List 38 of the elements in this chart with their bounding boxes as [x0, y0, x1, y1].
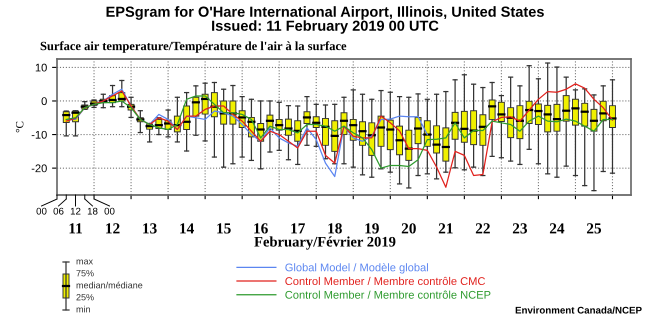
x-tick-label: 25	[586, 223, 602, 234]
chart-title: EPSgram for O'Hare International Airport, Illinois, United States	[106, 6, 544, 20]
text: 25%	[76, 294, 94, 300]
legend-label: Control Member / Membre contrôle NCEP	[285, 290, 490, 299]
text: 75%	[76, 270, 94, 276]
x-tick-label: 11	[70, 223, 82, 234]
text: min	[76, 306, 90, 312]
x-axis-title: February/Février 2019	[254, 236, 396, 250]
text: 12	[70, 208, 80, 215]
x-tick-label: 23	[512, 223, 528, 234]
x-tick-label: 15	[217, 223, 231, 234]
text: Surface air temperature/Température de l'air à la surface	[40, 41, 346, 53]
legend-label: Control Member / Membre contrôle CMC	[285, 276, 486, 286]
y-tick-label: 10	[36, 64, 47, 72]
x-tick-label: 21	[438, 223, 453, 234]
x-tick-label: 14	[180, 223, 194, 234]
x-tick-label: 12	[106, 223, 120, 234]
x-tick-label: 22	[476, 223, 490, 234]
y-axis-title: °C	[16, 122, 24, 132]
x-tick-label: 18	[328, 223, 342, 234]
text: 00	[36, 208, 47, 215]
chart-subtitle: Issued: 11 February 2019 00 UTC	[212, 20, 438, 34]
x-tick-label: 16	[254, 223, 268, 234]
text: 06	[53, 208, 64, 215]
text: Environment Canada/NCEP	[516, 306, 642, 314]
text: max	[76, 259, 93, 264]
y-tick-label: -10	[32, 130, 47, 139]
y-tick-label: 0	[42, 97, 47, 106]
x-tick-label: 20	[402, 223, 416, 234]
x-tick-label: 24	[550, 223, 564, 234]
text: 18	[88, 208, 98, 215]
text: 00	[104, 208, 115, 215]
x-tick-label: 13	[143, 223, 157, 234]
y-tick-label: -20	[32, 164, 47, 172]
legend-label: Global Model / Modèle global	[285, 263, 428, 274]
text: median/médiane	[76, 282, 142, 288]
x-tick-label: 17	[291, 223, 305, 234]
x-tick-label: 19	[365, 223, 379, 234]
